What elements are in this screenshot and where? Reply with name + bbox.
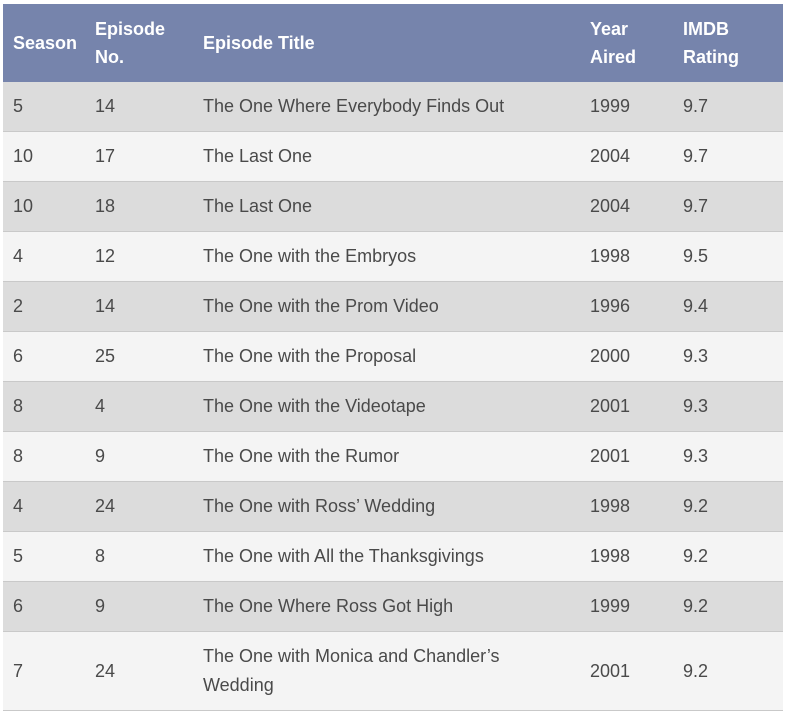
header-episode-line2: No. bbox=[95, 47, 124, 67]
cell-title: The One with Monica and Chandler’s Weddin… bbox=[193, 631, 580, 711]
episodes-table: Season Episode No. Episode Title Year Aire… bbox=[3, 4, 783, 711]
header-rating-line2: Rating bbox=[683, 47, 739, 67]
cell-title: The One with the Embryos bbox=[193, 231, 580, 282]
cell-title: The One with the Proposal bbox=[193, 331, 580, 382]
cell-season: 5 bbox=[3, 82, 85, 132]
cell-season: 6 bbox=[3, 331, 85, 382]
cell-episode: 24 bbox=[85, 631, 193, 711]
cell-season: 4 bbox=[3, 481, 85, 532]
table-header: Season Episode No. Episode Title Year Aire… bbox=[3, 4, 783, 82]
cell-season: 8 bbox=[3, 381, 85, 432]
cell-season: 2 bbox=[3, 281, 85, 332]
cell-year: 2000 bbox=[580, 331, 673, 382]
cell-episode: 4 bbox=[85, 381, 193, 432]
cell-rating: 9.2 bbox=[673, 631, 783, 711]
cell-year: 1999 bbox=[580, 581, 673, 632]
header-rating: IMDB Rating bbox=[673, 4, 783, 82]
table-row: 4 12 The One with the Embryos 1998 9.5 bbox=[3, 231, 783, 282]
cell-year: 2004 bbox=[580, 181, 673, 232]
cell-title-line1: The One with Monica and Chandler’s bbox=[203, 646, 500, 666]
table-body: 5 14 The One Where Everybody Finds Out 1… bbox=[3, 82, 783, 711]
cell-rating: 9.2 bbox=[673, 531, 783, 582]
cell-season: 7 bbox=[3, 631, 85, 711]
table-row: 5 8 The One with All the Thanksgivings 1… bbox=[3, 531, 783, 582]
table-row: 5 14 The One Where Everybody Finds Out 1… bbox=[3, 82, 783, 132]
cell-year: 1999 bbox=[580, 82, 673, 132]
header-title: Episode Title bbox=[193, 4, 580, 82]
cell-title: The Last One bbox=[193, 131, 580, 182]
cell-year: 1996 bbox=[580, 281, 673, 332]
header-year-line2: Aired bbox=[590, 47, 637, 67]
cell-year: 2004 bbox=[580, 131, 673, 182]
header-episode-line1: Episode bbox=[95, 19, 166, 39]
cell-season: 6 bbox=[3, 581, 85, 632]
cell-episode: 8 bbox=[85, 531, 193, 582]
cell-season: 10 bbox=[3, 181, 85, 232]
cell-year: 1998 bbox=[580, 531, 673, 582]
cell-rating: 9.7 bbox=[673, 131, 783, 182]
cell-rating: 9.2 bbox=[673, 581, 783, 632]
cell-year: 1998 bbox=[580, 481, 673, 532]
cell-title: The One with Ross’ Wedding bbox=[193, 481, 580, 532]
table-row: 2 14 The One with the Prom Video 1996 9.… bbox=[3, 281, 783, 332]
cell-year: 2001 bbox=[580, 381, 673, 432]
table-row: 7 24 The One with Monica and Chandler’s W… bbox=[3, 631, 783, 711]
header-rating-line1: IMDB bbox=[683, 19, 729, 39]
cell-rating: 9.2 bbox=[673, 481, 783, 532]
cell-rating: 9.4 bbox=[673, 281, 783, 332]
cell-season: 4 bbox=[3, 231, 85, 282]
cell-title: The One Where Ross Got High bbox=[193, 581, 580, 632]
cell-rating: 9.7 bbox=[673, 82, 783, 132]
cell-title: The One with All the Thanksgivings bbox=[193, 531, 580, 582]
cell-episode: 17 bbox=[85, 131, 193, 182]
cell-episode: 12 bbox=[85, 231, 193, 282]
cell-title: The Last One bbox=[193, 181, 580, 232]
cell-episode: 25 bbox=[85, 331, 193, 382]
cell-episode: 9 bbox=[85, 431, 193, 482]
cell-episode: 9 bbox=[85, 581, 193, 632]
table-row: 10 17 The Last One 2004 9.7 bbox=[3, 131, 783, 182]
cell-year: 1998 bbox=[580, 231, 673, 282]
table-row: 4 24 The One with Ross’ Wedding 1998 9.2 bbox=[3, 481, 783, 532]
table-row: 8 4 The One with the Videotape 2001 9.3 bbox=[3, 381, 783, 432]
cell-title: The One with the Rumor bbox=[193, 431, 580, 482]
cell-title-line2: Wedding bbox=[203, 675, 274, 695]
cell-title: The One with the Prom Video bbox=[193, 281, 580, 332]
episodes-table-container: Season Episode No. Episode Title Year Aire… bbox=[3, 4, 783, 711]
table-row: 8 9 The One with the Rumor 2001 9.3 bbox=[3, 431, 783, 482]
header-year: Year Aired bbox=[580, 4, 673, 82]
cell-rating: 9.3 bbox=[673, 381, 783, 432]
table-row: 6 25 The One with the Proposal 2000 9.3 bbox=[3, 331, 783, 382]
header-episode: Episode No. bbox=[85, 4, 193, 82]
cell-rating: 9.3 bbox=[673, 331, 783, 382]
cell-episode: 24 bbox=[85, 481, 193, 532]
header-year-line1: Year bbox=[590, 19, 629, 39]
header-row: Season Episode No. Episode Title Year Aire… bbox=[3, 4, 783, 82]
cell-title: The One with the Videotape bbox=[193, 381, 580, 432]
cell-rating: 9.7 bbox=[673, 181, 783, 232]
cell-episode: 18 bbox=[85, 181, 193, 232]
cell-rating: 9.5 bbox=[673, 231, 783, 282]
header-season: Season bbox=[3, 4, 85, 82]
cell-season: 10 bbox=[3, 131, 85, 182]
table-row: 6 9 The One Where Ross Got High 1999 9.2 bbox=[3, 581, 783, 632]
cell-episode: 14 bbox=[85, 82, 193, 132]
cell-rating: 9.3 bbox=[673, 431, 783, 482]
cell-year: 2001 bbox=[580, 631, 673, 711]
cell-year: 2001 bbox=[580, 431, 673, 482]
table-row: 10 18 The Last One 2004 9.7 bbox=[3, 181, 783, 232]
cell-season: 8 bbox=[3, 431, 85, 482]
cell-season: 5 bbox=[3, 531, 85, 582]
cell-title: The One Where Everybody Finds Out bbox=[193, 82, 580, 132]
cell-episode: 14 bbox=[85, 281, 193, 332]
